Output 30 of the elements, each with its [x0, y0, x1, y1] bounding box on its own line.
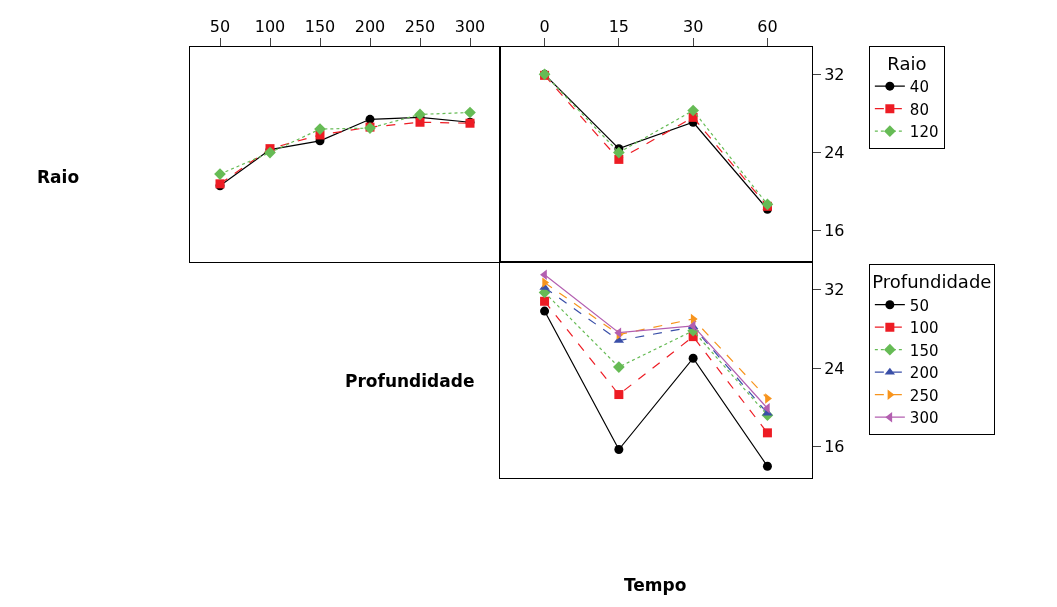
x-axis-title: Tempo	[624, 575, 687, 595]
y-tick-label: 24	[824, 143, 845, 163]
x-tick-label: 250	[404, 16, 436, 36]
legend-label: 300	[909, 409, 939, 428]
x-tick-label: 60	[757, 16, 778, 36]
legend-label: 250	[909, 386, 939, 405]
x-tick-label: 50	[209, 16, 231, 36]
legend-label: 120	[909, 123, 939, 142]
legend-label: 100	[909, 319, 939, 338]
legend-label: 50	[909, 296, 929, 315]
x-tick-label: 100	[254, 16, 286, 36]
x-tick-label: 200	[354, 16, 386, 36]
y-tick-label: 32	[824, 64, 845, 84]
legend-label: 80	[909, 100, 929, 119]
legend-label: 200	[909, 364, 939, 383]
y-tick-label: 24	[824, 358, 845, 378]
y-tick-label: 16	[824, 221, 845, 241]
x-tick-label: 300	[454, 16, 486, 36]
text: Profundidade	[345, 371, 475, 391]
legend-label: 150	[909, 341, 939, 360]
x-tick-label: 30	[682, 16, 704, 36]
legend-title: Raio	[887, 52, 927, 74]
y-tick-label: 32	[824, 280, 845, 300]
legend-label: 40	[909, 78, 929, 97]
y-axis-title: Raio	[37, 167, 80, 187]
x-tick-label: 0	[539, 16, 550, 36]
y-tick-label: 16	[824, 437, 845, 457]
legend-title: Profundidade	[872, 271, 992, 293]
x-tick-label: 15	[608, 16, 630, 36]
x-tick-label: 150	[304, 16, 336, 36]
